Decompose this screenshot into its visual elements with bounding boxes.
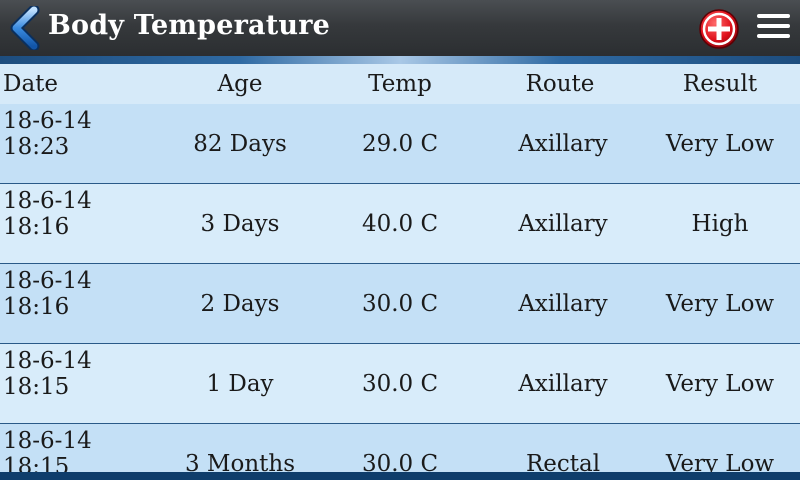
time-value: 18:16: [3, 294, 70, 320]
column-header-result: Result: [682, 71, 758, 97]
date-cell: 18-6-14 18:15: [3, 348, 92, 400]
route-cell: Axillary: [518, 130, 608, 157]
table-row[interactable]: 18-6-14 18:16 2 Days 30.0 C Axillary Ver…: [0, 264, 800, 344]
date-value: 18-6-14: [3, 428, 92, 454]
age-cell: 3 Days: [200, 210, 280, 237]
hamburger-menu-icon: [757, 24, 790, 28]
age-cell: 1 Day: [206, 370, 274, 397]
date-value: 18-6-14: [3, 268, 92, 294]
chevron-left-icon: [10, 4, 40, 52]
column-header-age: Age: [217, 71, 263, 97]
table-row[interactable]: 18-6-14 18:15 1 Day 30.0 C Axillary Very…: [0, 344, 800, 424]
column-header-temp: Temp: [368, 71, 432, 97]
date-value: 18-6-14: [3, 108, 92, 134]
temp-cell: 30.0 C: [361, 450, 439, 475]
title-bar-accent: [0, 56, 800, 64]
temp-cell: 29.0 C: [361, 130, 439, 157]
date-value: 18-6-14: [3, 348, 92, 374]
table-row[interactable]: 18-6-14 18:15 3 Months 30.0 C Rectal Ver…: [0, 424, 800, 474]
route-cell: Axillary: [518, 210, 608, 237]
time-value: 18:16: [3, 214, 70, 240]
add-record-button[interactable]: [698, 8, 740, 50]
date-cell: 18-6-14 18:16: [3, 268, 92, 320]
temp-cell: 40.0 C: [361, 210, 439, 237]
age-cell: 82 Days: [193, 130, 287, 157]
result-cell: Very Low: [665, 370, 775, 397]
result-cell: High: [691, 210, 749, 237]
menu-button[interactable]: [754, 12, 794, 42]
temperature-table: Date Age Temp Route Result 18-6-14 18:23…: [0, 64, 800, 474]
result-cell: Very Low: [665, 290, 775, 317]
plus-circle-icon: [699, 9, 739, 49]
bottom-bar: [0, 472, 800, 480]
back-button[interactable]: [4, 4, 44, 52]
age-cell: 2 Days: [200, 290, 280, 317]
hamburger-menu-icon: [757, 14, 790, 18]
date-cell: 18-6-14 18:16: [3, 188, 92, 240]
table-header-row: Date Age Temp Route Result: [0, 64, 800, 104]
date-cell: 18-6-14 18:15: [3, 428, 92, 474]
temp-cell: 30.0 C: [361, 290, 439, 317]
time-value: 18:15: [3, 454, 70, 474]
date-cell: 18-6-14 18:23: [3, 108, 92, 160]
age-cell: 3 Months: [184, 450, 295, 475]
page-title: Body Temperature: [48, 10, 331, 41]
route-cell: Rectal: [525, 450, 601, 475]
temp-cell: 30.0 C: [361, 370, 439, 397]
route-cell: Axillary: [518, 370, 608, 397]
column-header-route: Route: [525, 71, 595, 97]
table-row[interactable]: 18-6-14 18:16 3 Days 40.0 C Axillary Hig…: [0, 184, 800, 264]
title-bar: Body Temperature: [0, 0, 800, 56]
route-cell: Axillary: [518, 290, 608, 317]
time-value: 18:23: [3, 134, 70, 160]
hamburger-menu-icon: [757, 34, 790, 38]
date-value: 18-6-14: [3, 188, 92, 214]
table-row[interactable]: 18-6-14 18:23 82 Days 29.0 C Axillary Ve…: [0, 104, 800, 184]
result-cell: Very Low: [665, 450, 775, 475]
result-cell: Very Low: [665, 130, 775, 157]
time-value: 18:15: [3, 374, 70, 400]
column-header-date: Date: [3, 71, 59, 97]
